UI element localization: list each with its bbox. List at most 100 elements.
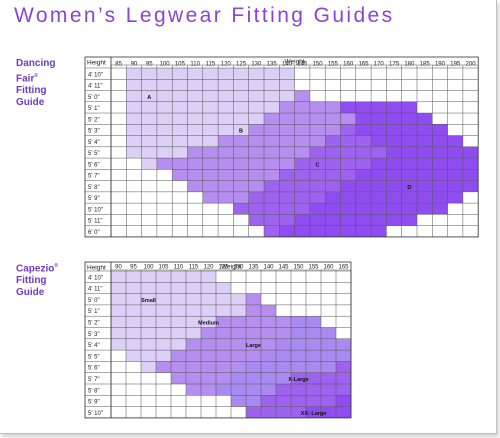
- size-region-c: [279, 169, 356, 181]
- size-region-c: [264, 225, 280, 237]
- height-tick-label: 5' 11": [88, 219, 103, 225]
- capezio-label-line1: Capezio®: [16, 260, 58, 275]
- weight-tick-label: 200: [466, 62, 477, 68]
- height-tick-label: 5' 7": [88, 377, 100, 383]
- weight-tick-label: 120: [203, 265, 214, 271]
- size-region-medium: [216, 316, 291, 328]
- size-region-small: [111, 271, 216, 283]
- height-tick-label: 5' 7": [88, 174, 100, 180]
- size-region-small: [111, 304, 246, 317]
- weight-tick-label: 160: [343, 62, 354, 68]
- height-tick-label: 5' 8": [88, 185, 100, 191]
- height-tick-label: 4' 10": [88, 275, 103, 281]
- size-label-d: D: [407, 185, 411, 191]
- size-region-xlarge: [261, 395, 336, 407]
- size-region-medium: [246, 293, 261, 305]
- size-region-b: [187, 180, 264, 192]
- height-tick-label: 5' 6": [88, 366, 100, 372]
- size-region-small: [126, 350, 171, 362]
- dancing-fair-label-line1: Dancing: [16, 58, 56, 69]
- height-tick-label: 5' 0": [88, 298, 100, 304]
- size-label-large: Large: [246, 343, 261, 349]
- weight-tick-label: 140: [282, 62, 293, 68]
- size-region-c: [248, 214, 295, 226]
- size-region-d: [325, 191, 463, 204]
- weight-tick-label: 150: [313, 62, 324, 68]
- dancing-fair-label-name: Fair: [16, 73, 35, 85]
- height-tick-label: 5' 1": [88, 309, 100, 315]
- capezio-label-line3: Guide: [16, 287, 45, 299]
- size-label-small: Small: [141, 298, 156, 304]
- dancing-fair-label-line4: Guide: [16, 97, 45, 109]
- height-tick-label: 5' 5": [88, 354, 100, 360]
- weight-tick-label: 85: [115, 62, 122, 68]
- size-region-c: [233, 203, 310, 215]
- height-tick-label: 5' 2": [88, 117, 100, 123]
- weight-tick-label: 145: [297, 62, 308, 68]
- size-region-small: [141, 361, 156, 373]
- weight-tick-label: 105: [175, 62, 186, 68]
- dancing-fair-guide-label: Dancing Fair® Fitting Guide: [16, 58, 55, 109]
- size-label-a: A: [147, 95, 151, 101]
- weight-tick-label: 175: [389, 62, 400, 68]
- table-border: [84, 56, 479, 238]
- size-region-d: [340, 101, 417, 114]
- size-region-xxlarge: [336, 395, 351, 407]
- size-region-b: [172, 169, 280, 181]
- height-tick-label: 5' 4": [88, 140, 100, 146]
- weight-tick-label: 180: [404, 62, 415, 68]
- weight-tick-label: 110: [190, 62, 200, 68]
- weight-tick-label: 140: [263, 265, 274, 271]
- weight-tick-label: 165: [338, 265, 349, 271]
- height-tick-label: 5' 6": [88, 162, 100, 168]
- weight-tick-label: 115: [206, 62, 216, 68]
- height-tick-label: 5' 2": [88, 321, 100, 327]
- weight-tick-label: 190: [435, 62, 446, 68]
- weight-tick-label: 90: [115, 265, 122, 271]
- column-header-weight: Weight: [285, 59, 305, 66]
- weight-tick-label: 125: [236, 62, 247, 68]
- weight-tick-label: 160: [323, 265, 334, 271]
- size-region-a: [126, 68, 295, 80]
- weight-tick-label: 155: [308, 265, 319, 271]
- height-tick-label: 5' 9": [88, 400, 100, 406]
- size-region-d: [371, 158, 479, 170]
- weight-tick-label: 165: [358, 62, 369, 68]
- weight-tick-label: 120: [221, 62, 232, 68]
- size-label-xxlarge: XX- Large: [301, 411, 327, 417]
- capezio-guide-label: Capezio® Fitting Guide: [16, 260, 58, 299]
- height-tick-label: 5' 3": [88, 332, 100, 338]
- weight-tick-label: 130: [233, 265, 244, 271]
- size-region-b: [156, 158, 295, 170]
- weight-tick-label: 185: [420, 62, 431, 68]
- size-region-small: [111, 293, 246, 305]
- dancing-fair-label-line3: Fitting: [16, 85, 47, 97]
- size-region-c: [309, 146, 387, 159]
- height-tick-label: 5' 10": [88, 411, 103, 417]
- size-region-c: [248, 191, 326, 204]
- size-region-d: [340, 180, 479, 192]
- weight-tick-label: 135: [267, 62, 278, 68]
- row-header-height: Height: [87, 60, 106, 67]
- fitting-table-1: Height Weight 90 95 100 105 110 115 120 125 130 135…: [84, 261, 352, 419]
- weight-tick-label: 90: [131, 62, 138, 68]
- weight-tick-label: 100: [160, 62, 171, 68]
- weight-tick-label: 195: [450, 62, 461, 68]
- size-region-d: [279, 225, 387, 237]
- size-region-c: [325, 135, 372, 147]
- weight-tick-label: 135: [248, 265, 259, 271]
- size-region-large: [291, 327, 336, 339]
- height-tick-label: 4' 11": [88, 84, 103, 90]
- size-region-a: [126, 79, 295, 91]
- dancing-fair-label-line2: Fair®: [16, 70, 55, 85]
- size-region-b: [202, 191, 249, 204]
- weight-tick-label: 110: [174, 265, 184, 271]
- height-tick-label: 5' 5": [88, 151, 100, 157]
- weight-tick-label: 170: [374, 62, 385, 68]
- size-label-medium: Medium: [198, 321, 219, 327]
- weight-tick-label: 95: [146, 62, 153, 68]
- capezio-label-name: Capezio: [16, 263, 55, 275]
- weight-tick-label: 125: [218, 265, 229, 271]
- size-region-b: [218, 135, 326, 147]
